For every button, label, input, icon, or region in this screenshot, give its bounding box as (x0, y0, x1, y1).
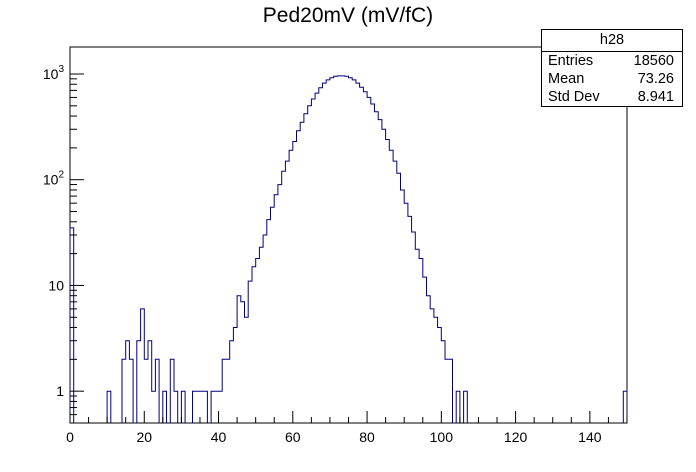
y-tick-base: 10 (43, 66, 59, 82)
x-tick-label: 0 (66, 429, 74, 445)
stats-stddev-value: 8.941 (637, 89, 674, 105)
stats-histogram-name: h28 (542, 30, 682, 52)
x-tick-label: 100 (430, 429, 454, 445)
x-tick-label: 120 (504, 429, 528, 445)
stats-entries-label: Entries (548, 53, 594, 69)
x-tick-label: 60 (285, 429, 301, 445)
stats-row-stddev: Std Dev 8.941 (542, 88, 682, 106)
x-tick-label: 80 (359, 429, 375, 445)
y-tick-exponent: 2 (58, 170, 64, 181)
y-tick-label: 10 (48, 277, 64, 293)
stats-stddev-label: Std Dev (548, 89, 600, 105)
stats-mean-value: 73.26 (637, 71, 674, 87)
stats-mean-label: Mean (548, 71, 585, 87)
y-tick-base: 10 (43, 172, 59, 188)
x-tick-label: 140 (578, 429, 602, 445)
y-tick-exponent: 3 (58, 64, 64, 75)
y-tick-label: 1 (56, 383, 64, 399)
chart-title: Ped20mV (mV/fC) (262, 4, 434, 27)
y-tick-label: 102 (43, 170, 65, 188)
y-tick-label: 103 (43, 64, 65, 82)
stats-box: h28 Entries 18560 Mean 73.26 Std Dev 8.9… (541, 29, 683, 107)
stats-entries-value: 18560 (633, 53, 674, 69)
stats-row-mean: Mean 73.26 (542, 70, 682, 88)
x-tick-label: 40 (211, 429, 227, 445)
x-tick-label: 20 (136, 429, 152, 445)
stats-row-entries: Entries 18560 (542, 52, 682, 70)
histogram-line (69, 75, 628, 423)
